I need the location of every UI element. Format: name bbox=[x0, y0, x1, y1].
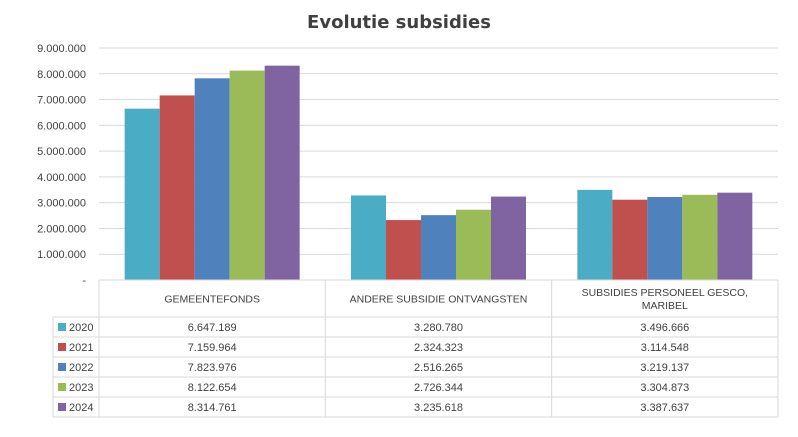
bar-2022-2 bbox=[421, 215, 456, 280]
y-tick-label: 9.000.000 bbox=[37, 43, 86, 55]
data-label: 3.280.780 bbox=[414, 322, 463, 334]
category-label: SUBSIDIES PERSONEEL GESCO, MARIBEL bbox=[582, 287, 749, 312]
data-label: 3.114.548 bbox=[641, 342, 689, 354]
legend-label: 2022 bbox=[69, 362, 93, 374]
data-label: 2.324.323 bbox=[414, 342, 463, 354]
y-tick-label: 6.000.000 bbox=[37, 120, 86, 132]
y-tick-label: 7.000.000 bbox=[37, 95, 86, 107]
legend-swatch-2020 bbox=[58, 323, 66, 331]
data-label: 3.219.137 bbox=[640, 362, 689, 374]
y-tick-label: 1.000.000 bbox=[37, 249, 86, 261]
data-label: 6.647.189 bbox=[188, 322, 237, 334]
y-tick-label: 2.000.000 bbox=[37, 223, 86, 235]
bar-2022-3 bbox=[647, 197, 683, 280]
legend-swatch-2021 bbox=[58, 343, 66, 351]
y-tick-label: 3.000.000 bbox=[37, 198, 86, 210]
bar-2022-1 bbox=[194, 78, 230, 281]
data-label: 8.122.654 bbox=[188, 382, 237, 394]
data-label: 7.159.964 bbox=[188, 342, 237, 354]
data-label: 3.235.618 bbox=[414, 402, 463, 414]
data-label: 8.314.761 bbox=[188, 402, 237, 414]
legend-swatch-2023 bbox=[58, 383, 66, 391]
bar-2024-3 bbox=[717, 192, 753, 280]
legend-label: 2023 bbox=[69, 382, 93, 394]
y-tick-label: 8.000.000 bbox=[37, 69, 86, 81]
chart-title: Evolutie subsidies bbox=[307, 12, 491, 33]
data-label: 3.304.873 bbox=[640, 382, 689, 394]
legend-label: 2024 bbox=[69, 402, 93, 414]
bar-2023-2 bbox=[456, 209, 491, 280]
y-tick-label: 5.000.000 bbox=[37, 146, 86, 158]
bar-2023-3 bbox=[682, 194, 718, 280]
category-label: ANDERE SUBSIDIE ONTVANGSTEN bbox=[350, 294, 528, 306]
legend-label: 2021 bbox=[69, 342, 93, 354]
data-label: 3.387.637 bbox=[640, 402, 689, 414]
bar-2021-2 bbox=[386, 220, 421, 280]
data-label: 7.823.976 bbox=[188, 362, 237, 374]
category-label: GEMEENTEFONDS bbox=[164, 294, 260, 306]
bar-2023-1 bbox=[229, 70, 265, 280]
bar-2020-3 bbox=[577, 189, 613, 280]
bar-2020-2 bbox=[351, 195, 386, 280]
legend-swatch-2022 bbox=[58, 363, 66, 371]
bar-2020-1 bbox=[124, 108, 160, 280]
y-tick-label: - bbox=[82, 275, 86, 287]
bar-2024-2 bbox=[491, 196, 526, 280]
data-label: 3.496.666 bbox=[640, 322, 689, 334]
y-tick-label: 4.000.000 bbox=[37, 172, 86, 184]
legend-label: 2020 bbox=[69, 322, 93, 334]
legend-swatch-2024 bbox=[58, 403, 66, 411]
bar-2021-3 bbox=[612, 199, 648, 280]
data-label: 2.516.265 bbox=[414, 362, 463, 374]
bar-2021-1 bbox=[159, 95, 195, 280]
data-label: 2.726.344 bbox=[414, 382, 463, 394]
bar-2024-1 bbox=[264, 65, 300, 280]
